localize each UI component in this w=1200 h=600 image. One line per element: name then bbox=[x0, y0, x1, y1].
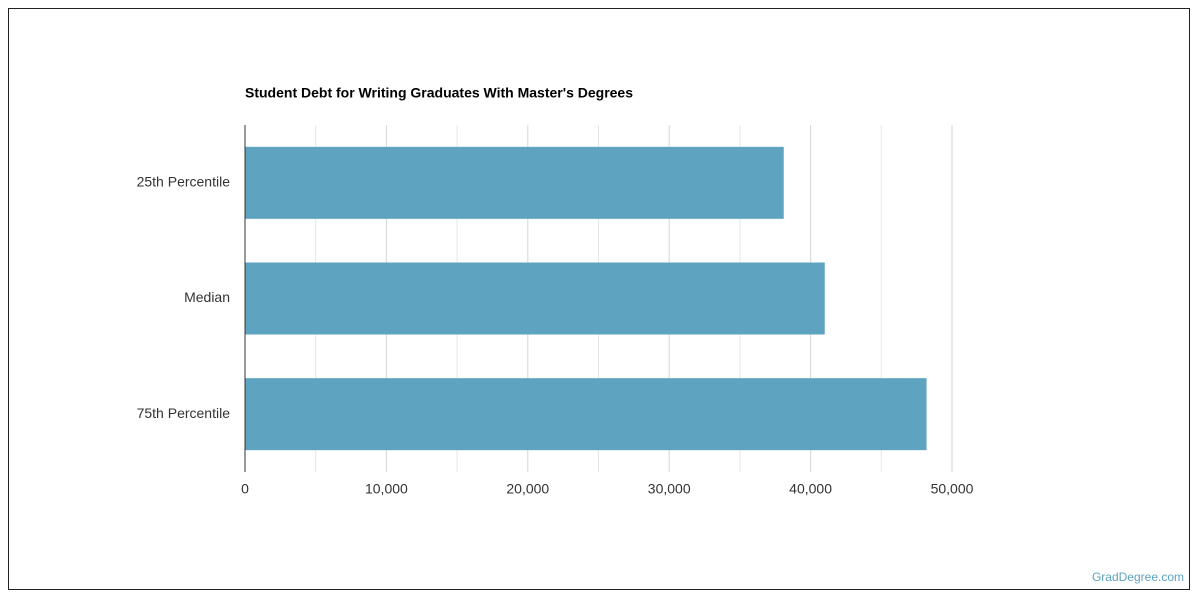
source[interactable]: GradDegree.com bbox=[1092, 570, 1184, 584]
bar bbox=[245, 146, 784, 219]
frame bbox=[8, 8, 1190, 590]
x-tick-label: 30,000 bbox=[648, 481, 691, 497]
x-tick-label: 50,000 bbox=[931, 481, 974, 497]
y-tick-label: 75th Percentile bbox=[137, 405, 231, 421]
y-tick-label: Median bbox=[184, 289, 230, 305]
x-tick-label: 0 bbox=[241, 481, 249, 497]
bar bbox=[245, 262, 825, 335]
x-tick-label: 20,000 bbox=[506, 481, 549, 497]
bar bbox=[245, 378, 927, 451]
x-tick-label: 10,000 bbox=[365, 481, 408, 497]
x-tick-label: 40,000 bbox=[789, 481, 832, 497]
chart-title: Student Debt for Writing Graduates With … bbox=[245, 85, 633, 101]
y-tick-label: 25th Percentile bbox=[137, 174, 231, 190]
